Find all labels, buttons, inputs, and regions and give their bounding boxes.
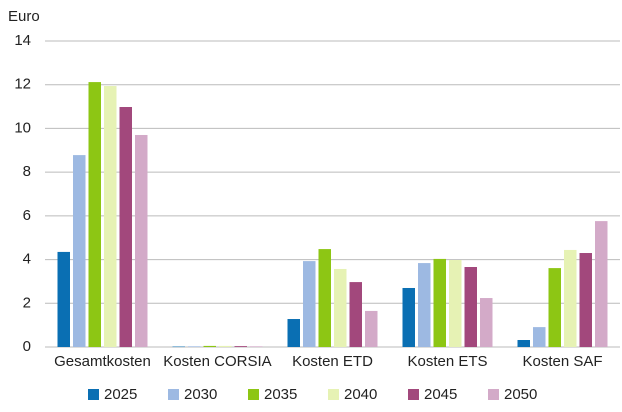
bar [318, 249, 331, 347]
y-tick-label: 14 [14, 32, 31, 49]
bar [303, 261, 316, 347]
x-tick-label: Kosten ETS [407, 353, 487, 370]
legend-swatch [88, 389, 99, 400]
y-tick-label: 8 [23, 163, 31, 180]
x-tick-label: Kosten SAF [522, 353, 602, 370]
bar [203, 345, 216, 347]
bar [548, 268, 561, 347]
legend-swatch [408, 389, 419, 400]
bar [287, 319, 300, 347]
bar [219, 345, 232, 347]
bar [579, 253, 592, 347]
x-tick-label: Gesamtkosten [54, 353, 151, 370]
legend-label: 2035 [264, 386, 297, 403]
y-tick-label: 10 [14, 119, 31, 136]
x-tick-label: Kosten CORSIA [163, 353, 271, 370]
legend-label: 2040 [344, 386, 377, 403]
bar [480, 298, 493, 347]
bar [433, 258, 446, 347]
y-tick-label: 0 [23, 338, 31, 355]
legend-swatch [168, 389, 179, 400]
bar [349, 282, 362, 347]
bar [533, 327, 546, 347]
y-tick-label: 4 [23, 251, 31, 268]
bar [517, 340, 530, 347]
bar [564, 249, 577, 347]
legend-swatch [328, 389, 339, 400]
bar [418, 263, 431, 347]
bar [449, 260, 462, 347]
bar [104, 86, 117, 348]
bar [119, 107, 132, 347]
bar [334, 268, 347, 347]
bar [188, 346, 201, 347]
legend-label: 2050 [504, 386, 537, 403]
bar [234, 346, 247, 347]
bar [135, 134, 148, 347]
legend-swatch [488, 389, 499, 400]
bar [250, 346, 263, 347]
legend-label: 2025 [104, 386, 137, 403]
y-tick-label: 12 [14, 76, 31, 93]
bar [73, 155, 86, 347]
x-tick-label: Kosten ETD [292, 353, 373, 370]
legend-label: 2030 [184, 386, 217, 403]
legend-swatch [248, 389, 259, 400]
bar [595, 221, 608, 347]
bar [57, 251, 70, 347]
bar [88, 82, 101, 347]
y-tick-label: 2 [23, 294, 31, 311]
y-axis-label: Euro [8, 8, 40, 25]
bar [402, 287, 415, 347]
bar [464, 267, 477, 347]
bar [365, 310, 378, 347]
y-tick-label: 6 [23, 207, 31, 224]
bar [172, 346, 185, 348]
legend-label: 2045 [424, 386, 457, 403]
